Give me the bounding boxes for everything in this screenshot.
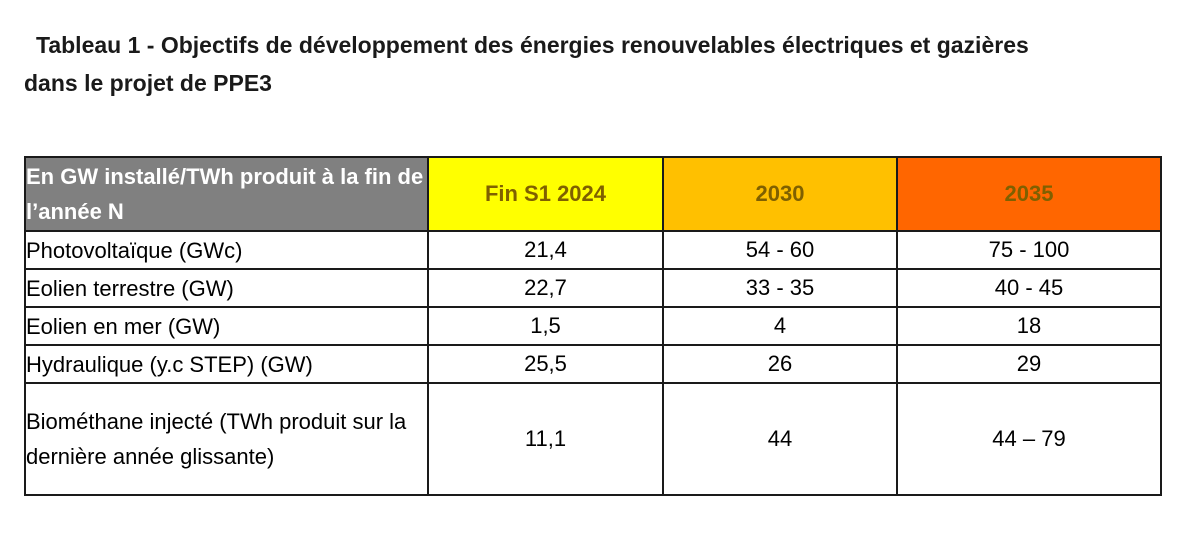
cell-value: 1,5	[427, 306, 664, 346]
cell-value: 33 - 35	[662, 268, 898, 308]
cell-value: 21,4	[427, 230, 664, 270]
row-label: Photovoltaïque (GWc)	[24, 230, 429, 270]
row-label: Hydraulique (y.c STEP) (GW)	[24, 344, 429, 384]
row-label: Eolien terrestre (GW)	[24, 268, 429, 308]
cell-value: 11,1	[427, 382, 664, 496]
table-header-row: En GW installé/TWh produit à la fin de l…	[24, 156, 1162, 232]
cell-value: 44	[662, 382, 898, 496]
cell-value: 29	[896, 344, 1162, 384]
cell-value: 22,7	[427, 268, 664, 308]
cell-value: 26	[662, 344, 898, 384]
table-row-hydraulique: Hydraulique (y.c STEP) (GW) 25,5 26 29	[24, 344, 1162, 384]
cell-value: 25,5	[427, 344, 664, 384]
cell-value: 44 – 79	[896, 382, 1162, 496]
cell-value: 18	[896, 306, 1162, 346]
cell-value: 54 - 60	[662, 230, 898, 270]
objectives-table: En GW installé/TWh produit à la fin de l…	[24, 156, 1162, 496]
table-row-eolien-en-mer: Eolien en mer (GW) 1,5 4 18	[24, 306, 1162, 346]
cell-value: 4	[662, 306, 898, 346]
row-label: Biométhane injecté (TWh produit sur la d…	[24, 382, 429, 496]
table-row-eolien-terrestre: Eolien terrestre (GW) 22,7 33 - 35 40 - …	[24, 268, 1162, 308]
column-header-2035: 2035	[896, 156, 1162, 232]
table-title: Tableau 1 - Objectifs de développement d…	[24, 26, 1184, 102]
table-title-line-2: dans le projet de PPE3	[24, 70, 272, 96]
corner-header-cell: En GW installé/TWh produit à la fin de l…	[24, 156, 429, 232]
row-label: Eolien en mer (GW)	[24, 306, 429, 346]
table-title-line-1: Tableau 1 - Objectifs de développement d…	[36, 32, 1029, 58]
cell-value: 40 - 45	[896, 268, 1162, 308]
column-header-fin-s1-2024: Fin S1 2024	[427, 156, 664, 232]
table-row-biomethane: Biométhane injecté (TWh produit sur la d…	[24, 382, 1162, 496]
cell-value: 75 - 100	[896, 230, 1162, 270]
table-row-photovoltaique: Photovoltaïque (GWc) 21,4 54 - 60 75 - 1…	[24, 230, 1162, 270]
column-header-2030: 2030	[662, 156, 898, 232]
